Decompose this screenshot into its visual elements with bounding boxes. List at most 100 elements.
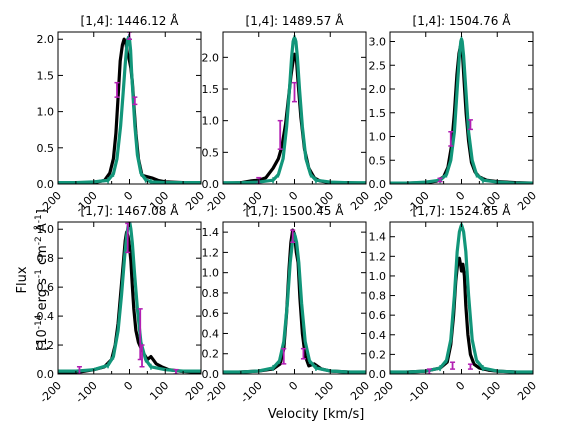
- y-tick-label: 0.6: [202, 307, 220, 320]
- error-bar: [467, 363, 473, 370]
- y-tick-label: 1.2: [202, 246, 220, 259]
- panel-6: [1,7]: 1524.65 Å -200 -100 0 100 200 0.0 0.2 0.4…: [369, 203, 540, 406]
- x-tick-label: 100: [147, 379, 171, 403]
- y-tick-label: 0.2: [37, 339, 55, 352]
- observed-spectrum-line: [390, 256, 533, 374]
- plot-area: [390, 36, 533, 184]
- x-tick-label: -200: [202, 379, 229, 406]
- error-bar: [292, 81, 297, 103]
- y-tick-label: 0.4: [37, 310, 55, 323]
- y-axis-label-line1: Flux: [15, 266, 30, 293]
- x-tick-label: -200: [369, 189, 396, 216]
- error-bar: [467, 119, 473, 131]
- y-tick-label: 2.0: [202, 51, 220, 64]
- y-label-text: erg s: [35, 278, 50, 315]
- panels-layer: [1,4]: 1446.12 Å-200 -100 0 100 2000.00.51.0…: [37, 13, 540, 406]
- error-bar: [281, 347, 287, 365]
- x-tick-label: -100: [405, 379, 432, 406]
- x-tick-label: 200: [348, 189, 372, 213]
- plot-area: [223, 35, 366, 184]
- error-bar: [277, 119, 283, 150]
- y-label-text: ]: [35, 209, 50, 214]
- panel-title: [1,7]: 1467.08 Å: [81, 203, 180, 218]
- x-tick-label: -200: [369, 379, 396, 406]
- y-tick-label: 1.0: [202, 267, 220, 280]
- error-bar: [76, 366, 82, 374]
- error-bar: [114, 81, 120, 98]
- y-tick-label: 1.4: [369, 231, 387, 244]
- model-spectrum-line: [390, 223, 533, 374]
- y-tick-label: 1.2: [369, 250, 387, 263]
- x-tick-label: 200: [183, 379, 207, 403]
- y-tick-label: 2.0: [369, 83, 387, 96]
- error-bar: [450, 361, 456, 370]
- model-spectrum-line: [223, 233, 366, 374]
- y-tick-label: 0.6: [369, 309, 387, 322]
- x-tick-label: 0: [453, 379, 467, 393]
- error-bar: [290, 229, 296, 244]
- y-label-text: cm: [35, 245, 50, 269]
- y-label-text: [10: [35, 329, 50, 351]
- panel-frame: [389, 221, 534, 375]
- y-tick-label: 1.5: [202, 83, 220, 96]
- x-tick-label: -200: [37, 379, 64, 406]
- y-tick-label: 0.8: [369, 290, 387, 303]
- panel-5: [1,7]: 1500.45 Å -200 -100 0 100 200 0.0 0.2 0.4…: [202, 203, 373, 406]
- error-bar: [173, 368, 179, 374]
- panel-title: [1,7]: 1500.45 Å: [246, 203, 345, 218]
- error-bar: [300, 347, 306, 360]
- y-tick-label: 0.0: [37, 368, 55, 381]
- y-label-superscript: -14: [34, 314, 44, 329]
- y-tick-label: 0.0: [37, 178, 55, 191]
- observed-spectrum-line: [58, 230, 201, 374]
- x-tick-label: -200: [202, 189, 229, 216]
- plot-area: [58, 32, 201, 184]
- y-tick-label: 1.0: [37, 223, 55, 236]
- plot-area: [58, 222, 201, 374]
- y-label-text: Å: [34, 223, 50, 236]
- y-axis-label-line2: [10-14 erg s-1 cm-2 Å-1]: [34, 209, 50, 351]
- panel-title: [1,4]: 1504.76 Å: [413, 13, 512, 28]
- x-tick-label: 0: [121, 379, 135, 393]
- panel-1: [1,4]: 1446.12 Å-200 -100 0 100 2000.00.51.0…: [37, 13, 208, 216]
- error-bar: [448, 131, 454, 147]
- y-label-superscript: -1: [34, 269, 44, 278]
- error-bar: [437, 177, 443, 183]
- y-tick-label: 0.0: [202, 178, 220, 191]
- y-label-superscript: -1: [34, 214, 44, 223]
- y-tick-label: 0.6: [37, 281, 55, 294]
- panel-3: [1,4]: 1504.76 Å-200 -100 0 100 2000.00.51.0…: [369, 13, 540, 216]
- error-bar: [426, 368, 432, 374]
- y-tick-label: 2.0: [37, 33, 55, 46]
- y-tick-label: 0.2: [369, 348, 387, 361]
- x-tick-label: 200: [515, 379, 539, 403]
- y-tick-label: 3.0: [369, 36, 387, 49]
- x-tick-label: -100: [73, 379, 100, 406]
- x-tick-label: 100: [312, 379, 336, 403]
- model-spectrum-line: [58, 35, 201, 184]
- y-tick-label: 1.0: [202, 115, 220, 128]
- error-bar: [139, 344, 145, 368]
- y-tick-label: 1.5: [37, 69, 55, 82]
- y-tick-label: 1.0: [369, 131, 387, 144]
- y-tick-label: 1.5: [369, 107, 387, 120]
- x-tick-label: 0: [286, 189, 300, 203]
- plot-area: [223, 228, 366, 374]
- y-tick-label: 1.0: [37, 106, 55, 119]
- y-tick-label: 0.4: [369, 329, 387, 342]
- panel-title: [1,4]: 1446.12 Å: [81, 13, 180, 28]
- x-tick-label: 0: [121, 189, 135, 203]
- x-tick-label: -100: [238, 379, 265, 406]
- y-tick-label: 0.8: [37, 252, 55, 265]
- panel-4: [1,7]: 1467.08 Å -200 -100 0 100 200 0.0 0.2 0.4…: [37, 203, 208, 406]
- observed-spectrum-line: [390, 44, 533, 184]
- x-tick-label: 200: [515, 189, 539, 213]
- y-tick-label: 0.2: [202, 348, 220, 361]
- x-tick-label: 200: [348, 379, 372, 403]
- panel-title: [1,4]: 1489.57 Å: [246, 13, 345, 28]
- y-tick-label: 0.0: [369, 368, 387, 381]
- y-tick-label: 0.0: [202, 368, 220, 381]
- plot-area: [390, 222, 533, 374]
- x-tick-label: 100: [479, 379, 503, 403]
